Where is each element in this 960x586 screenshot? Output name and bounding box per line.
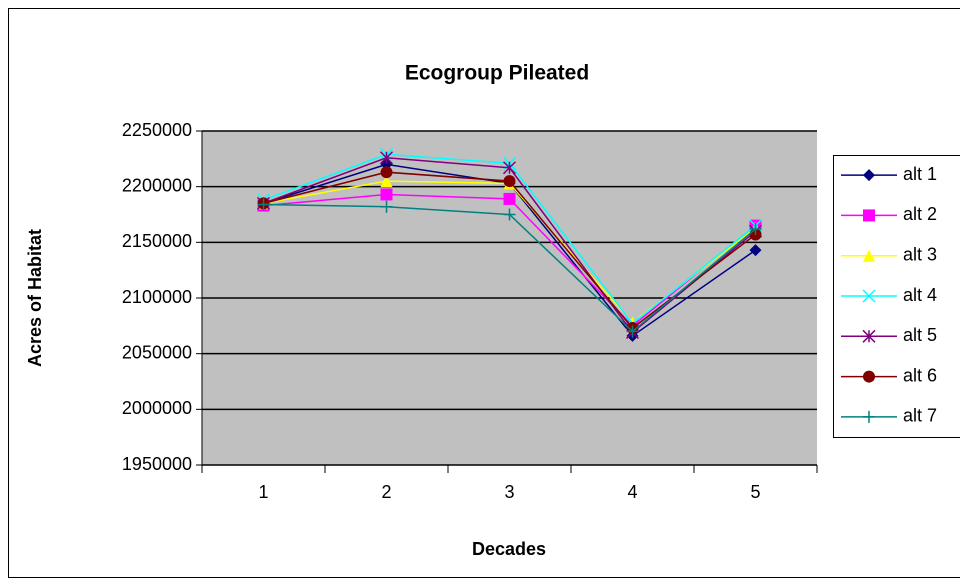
x-tick-label: 2: [381, 482, 391, 502]
legend-label: alt 2: [903, 204, 937, 224]
marker: [863, 169, 875, 182]
marker: [626, 325, 639, 338]
legend-label: alt 4: [903, 285, 937, 305]
marker: [862, 329, 876, 343]
y-tick-label: 1950000: [122, 454, 192, 474]
y-tick-label: 2050000: [122, 342, 192, 362]
marker: [503, 208, 516, 221]
marker: [502, 161, 517, 175]
marker: [380, 200, 393, 213]
legend-label: alt 6: [903, 365, 937, 385]
legend-label: alt 3: [903, 244, 937, 264]
marker: [863, 410, 875, 423]
marker: [863, 370, 875, 383]
legend-label: alt 1: [903, 164, 937, 184]
y-axis-title: Acres of Habitat: [25, 229, 45, 367]
marker: [862, 289, 876, 303]
y-tick-label: 2200000: [122, 175, 192, 195]
y-tick-label: 2100000: [122, 287, 192, 307]
x-tick-label: 3: [504, 482, 514, 502]
y-tick-label: 2250000: [122, 120, 192, 140]
marker: [503, 192, 516, 205]
y-tick-label: 2150000: [122, 231, 192, 251]
marker: [749, 222, 762, 235]
y-tick-label: 2000000: [122, 398, 192, 418]
marker: [863, 249, 875, 262]
marker: [257, 198, 270, 211]
marker: [380, 166, 393, 179]
x-tick-label: 1: [258, 482, 268, 502]
marker: [380, 175, 393, 188]
x-tick-label: 4: [627, 482, 637, 502]
legend-label: alt 7: [903, 406, 937, 426]
marker: [380, 188, 393, 201]
x-axis-title: Decades: [472, 539, 546, 559]
marker: [863, 209, 875, 222]
marker: [749, 244, 762, 257]
marker: [379, 151, 394, 165]
x-tick-label: 5: [750, 482, 760, 502]
chart-title: Ecogroup Pileated: [405, 62, 589, 85]
marker: [503, 175, 516, 188]
legend-label: alt 5: [903, 325, 937, 345]
